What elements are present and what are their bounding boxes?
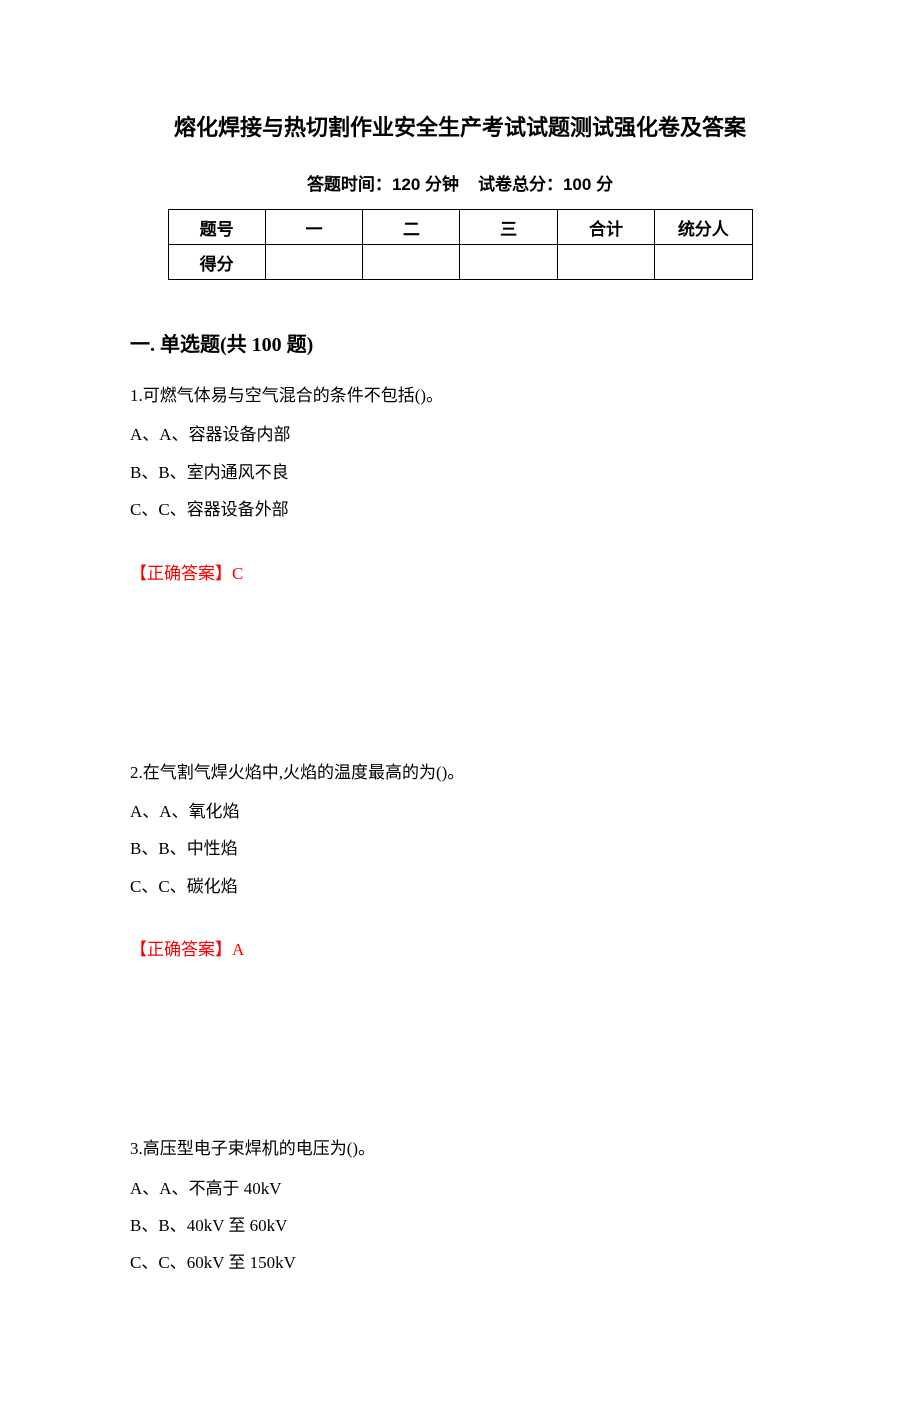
q1-answer-value: C bbox=[232, 564, 243, 583]
question-1-stem: 可燃气体易与空气混合的条件不包括()。 bbox=[143, 386, 443, 405]
question-3-option-b: B、B、40kV 至 60kV bbox=[130, 1207, 790, 1244]
q1-opt-a-label: A、A、 bbox=[130, 425, 189, 444]
question-3-stem: 高压型电子束焊机的电压为()。 bbox=[143, 1139, 375, 1158]
time-value: 120 bbox=[392, 175, 420, 194]
q2-opt-c-text: 碳化焰 bbox=[187, 877, 238, 896]
question-1-option-b: B、B、室内通风不良 bbox=[130, 454, 790, 491]
question-3-option-c: C、C、60kV 至 150kV bbox=[130, 1244, 790, 1281]
score-row-label: 得分 bbox=[168, 245, 265, 280]
q2-opt-b-label: B、B、 bbox=[130, 839, 187, 858]
score-col-1: 一 bbox=[265, 210, 362, 245]
q2-answer-label: 【正确答案】 bbox=[130, 940, 232, 959]
question-2-answer: 【正确答案】A bbox=[130, 935, 790, 960]
question-1-number: 1 bbox=[130, 386, 139, 405]
q3-opt-a-label: A、A、 bbox=[130, 1179, 189, 1198]
q1-opt-a-text: 容器设备内部 bbox=[189, 425, 291, 444]
score-col-3: 三 bbox=[460, 210, 557, 245]
score-table: 题号 一 二 三 合计 统分人 得分 bbox=[168, 209, 753, 280]
score-col-4: 合计 bbox=[557, 210, 654, 245]
q2-opt-a-label: A、A、 bbox=[130, 802, 189, 821]
spacer-1 bbox=[130, 644, 790, 754]
spacer-2 bbox=[130, 1020, 790, 1130]
question-1-text: 1.可燃气体易与空气混合的条件不包括()。 bbox=[130, 377, 790, 414]
score-unit: 分 bbox=[596, 175, 613, 194]
page: 熔化焊接与热切割作业安全生产考试试题测试强化卷及答案 答题时间：120 分钟 试… bbox=[0, 0, 920, 1402]
question-2: 2.在气割气焊火焰中,火焰的温度最高的为()。 A、A、氧化焰 B、B、中性焰 … bbox=[130, 754, 790, 961]
score-cell-1 bbox=[265, 245, 362, 280]
q1-answer-label: 【正确答案】 bbox=[130, 564, 232, 583]
question-1: 1.可燃气体易与空气混合的条件不包括()。 A、A、容器设备内部 B、B、室内通… bbox=[130, 377, 790, 584]
question-2-number: 2 bbox=[130, 763, 139, 782]
score-col-2: 二 bbox=[363, 210, 460, 245]
section-heading: 一. 单选题(共 100 题) bbox=[130, 328, 790, 357]
q1-opt-b-label: B、B、 bbox=[130, 463, 187, 482]
exam-subtitle: 答题时间：120 分钟 试卷总分：100 分 bbox=[130, 170, 790, 195]
question-3: 3.高压型电子束焊机的电压为()。 A、A、不高于 40kV B、B、40kV … bbox=[130, 1130, 790, 1282]
score-cell-2 bbox=[363, 245, 460, 280]
q1-opt-b-text: 室内通风不良 bbox=[187, 463, 289, 482]
score-cell-3 bbox=[460, 245, 557, 280]
question-1-answer: 【正确答案】C bbox=[130, 559, 790, 584]
q3-opt-c-text: 60kV 至 150kV bbox=[187, 1253, 296, 1272]
time-unit: 分钟 bbox=[425, 175, 459, 194]
q2-opt-a-text: 氧化焰 bbox=[189, 802, 240, 821]
q3-opt-b-text: 40kV 至 60kV bbox=[187, 1216, 288, 1235]
score-table-data-row: 得分 bbox=[168, 245, 752, 280]
score-col-0: 题号 bbox=[168, 210, 265, 245]
score-cell-4 bbox=[557, 245, 654, 280]
question-3-option-a: A、A、不高于 40kV bbox=[130, 1170, 790, 1207]
q1-opt-c-label: C、C、 bbox=[130, 500, 187, 519]
score-value: 100 bbox=[563, 175, 591, 194]
question-1-option-a: A、A、容器设备内部 bbox=[130, 416, 790, 453]
q2-opt-c-label: C、C、 bbox=[130, 877, 187, 896]
q3-opt-b-label: B、B、 bbox=[130, 1216, 187, 1235]
score-col-5: 统分人 bbox=[655, 210, 752, 245]
question-1-option-c: C、C、容器设备外部 bbox=[130, 491, 790, 528]
question-2-stem: 在气割气焊火焰中,火焰的温度最高的为()。 bbox=[143, 763, 465, 782]
question-2-text: 2.在气割气焊火焰中,火焰的温度最高的为()。 bbox=[130, 754, 790, 791]
question-2-option-c: C、C、碳化焰 bbox=[130, 868, 790, 905]
score-cell-5 bbox=[655, 245, 752, 280]
exam-title: 熔化焊接与热切割作业安全生产考试试题测试强化卷及答案 bbox=[130, 110, 790, 142]
q3-opt-a-text: 不高于 40kV bbox=[189, 1179, 282, 1198]
time-label: 答题时间： bbox=[307, 175, 392, 194]
question-2-option-a: A、A、氧化焰 bbox=[130, 793, 790, 830]
q2-answer-value: A bbox=[232, 940, 244, 959]
score-table-header-row: 题号 一 二 三 合计 统分人 bbox=[168, 210, 752, 245]
score-label: 试卷总分： bbox=[478, 175, 563, 194]
q2-opt-b-text: 中性焰 bbox=[187, 839, 238, 858]
question-3-number: 3 bbox=[130, 1139, 139, 1158]
question-2-option-b: B、B、中性焰 bbox=[130, 830, 790, 867]
question-3-text: 3.高压型电子束焊机的电压为()。 bbox=[130, 1130, 790, 1167]
q1-opt-c-text: 容器设备外部 bbox=[187, 500, 289, 519]
q3-opt-c-label: C、C、 bbox=[130, 1253, 187, 1272]
